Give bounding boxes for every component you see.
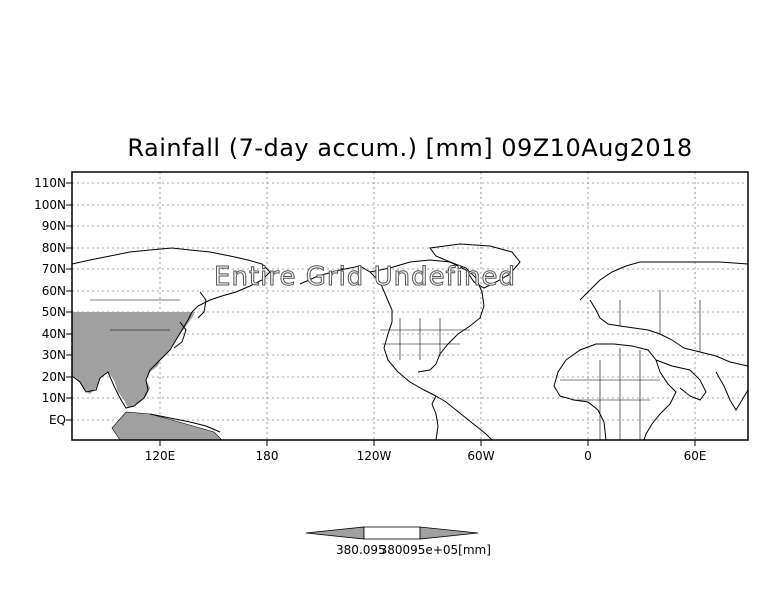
undefined-grid-watermark: Entire Grid Undefined [214, 262, 516, 293]
colorbar-left-arrow [305, 526, 365, 540]
colorbar-label-left: 380.095 [336, 543, 386, 557]
country-borders [90, 290, 701, 440]
lat-label: 80N [41, 241, 66, 255]
map-title: Rainfall (7-day accum.) [mm] 09Z10Aug201… [127, 134, 693, 162]
shaded-region-asia [72, 312, 195, 408]
colorbar-right-arrow [419, 526, 479, 540]
map-frame [71, 171, 749, 441]
shaded-islands [111, 411, 223, 440]
lon-label: 180 [255, 449, 279, 463]
lon-label: 0 [584, 449, 592, 463]
colorbar-units: [mm] [458, 543, 491, 557]
lon-label: 60E [683, 449, 707, 463]
lat-label: 10N [41, 391, 66, 405]
lon-label: 60W [467, 449, 495, 463]
colorbar-middle [363, 526, 421, 540]
coastlines [72, 243, 748, 440]
lon-label: 120W [356, 449, 392, 463]
lat-label: 100N [34, 198, 66, 212]
lat-label: 50N [41, 305, 66, 319]
colorbar-labels: 380.095380095e+05[mm] [336, 543, 491, 557]
colorbar-label-right: 380095e+05 [379, 543, 459, 557]
lat-label: 90N [41, 219, 66, 233]
lat-label: 110N [34, 176, 66, 190]
tick-marks [66, 182, 696, 446]
lat-label: 20N [41, 370, 66, 384]
lat-label: 70N [41, 262, 66, 276]
lat-label: 60N [41, 284, 66, 298]
lat-label: 40N [41, 327, 66, 341]
lon-label: 120E [144, 449, 176, 463]
colorbar [305, 526, 479, 540]
lat-label: 30N [41, 348, 66, 362]
lat-label: EQ [48, 413, 66, 427]
